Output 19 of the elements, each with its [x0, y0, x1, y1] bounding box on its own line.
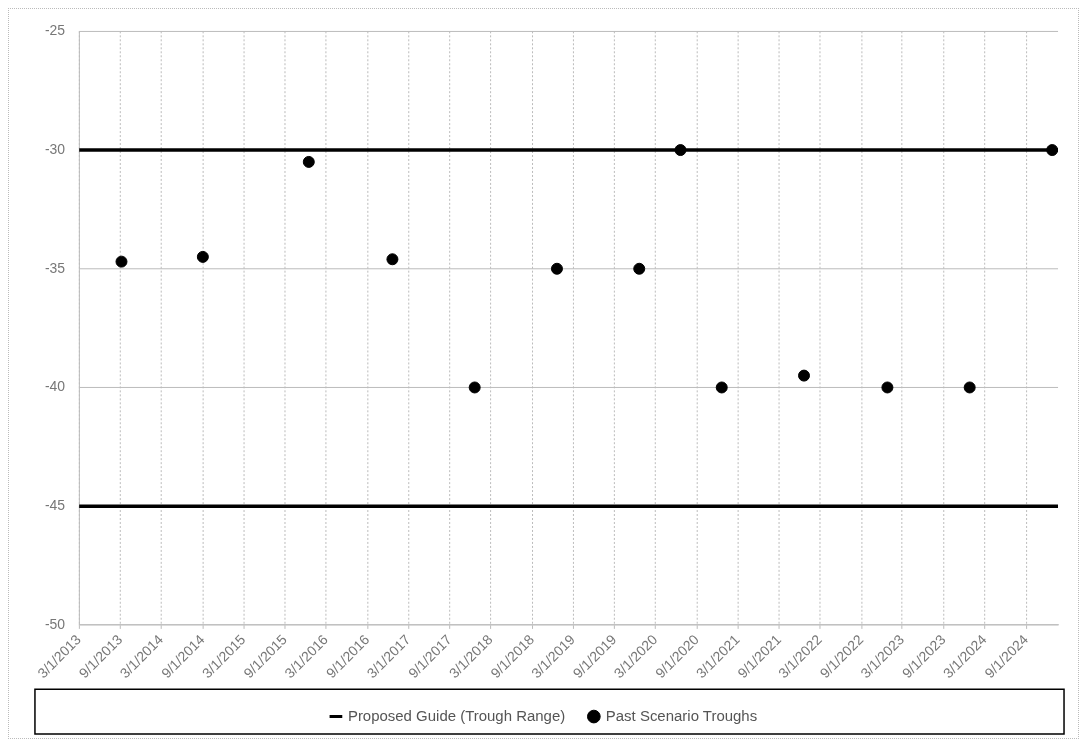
- point: [550, 262, 563, 275]
- point: [881, 381, 894, 394]
- point: [468, 381, 481, 394]
- y-tick-label: -35: [44, 259, 66, 276]
- point: [115, 255, 128, 268]
- point: [963, 381, 976, 394]
- point: [196, 250, 209, 263]
- point: [302, 155, 315, 168]
- y-tick-label: -25: [44, 22, 66, 39]
- point: [633, 262, 646, 275]
- y-tick-label: -40: [44, 378, 66, 395]
- point: [386, 253, 399, 266]
- point: [798, 369, 810, 382]
- y-tick-label: -30: [44, 140, 66, 157]
- legend-label: Past Scenario Troughs: [605, 706, 758, 724]
- legend-label: Proposed Guide (Trough Range): [347, 706, 566, 724]
- y-tick-label: -45: [44, 497, 66, 514]
- y-tick-label: -50: [44, 615, 66, 632]
- point: [715, 381, 728, 394]
